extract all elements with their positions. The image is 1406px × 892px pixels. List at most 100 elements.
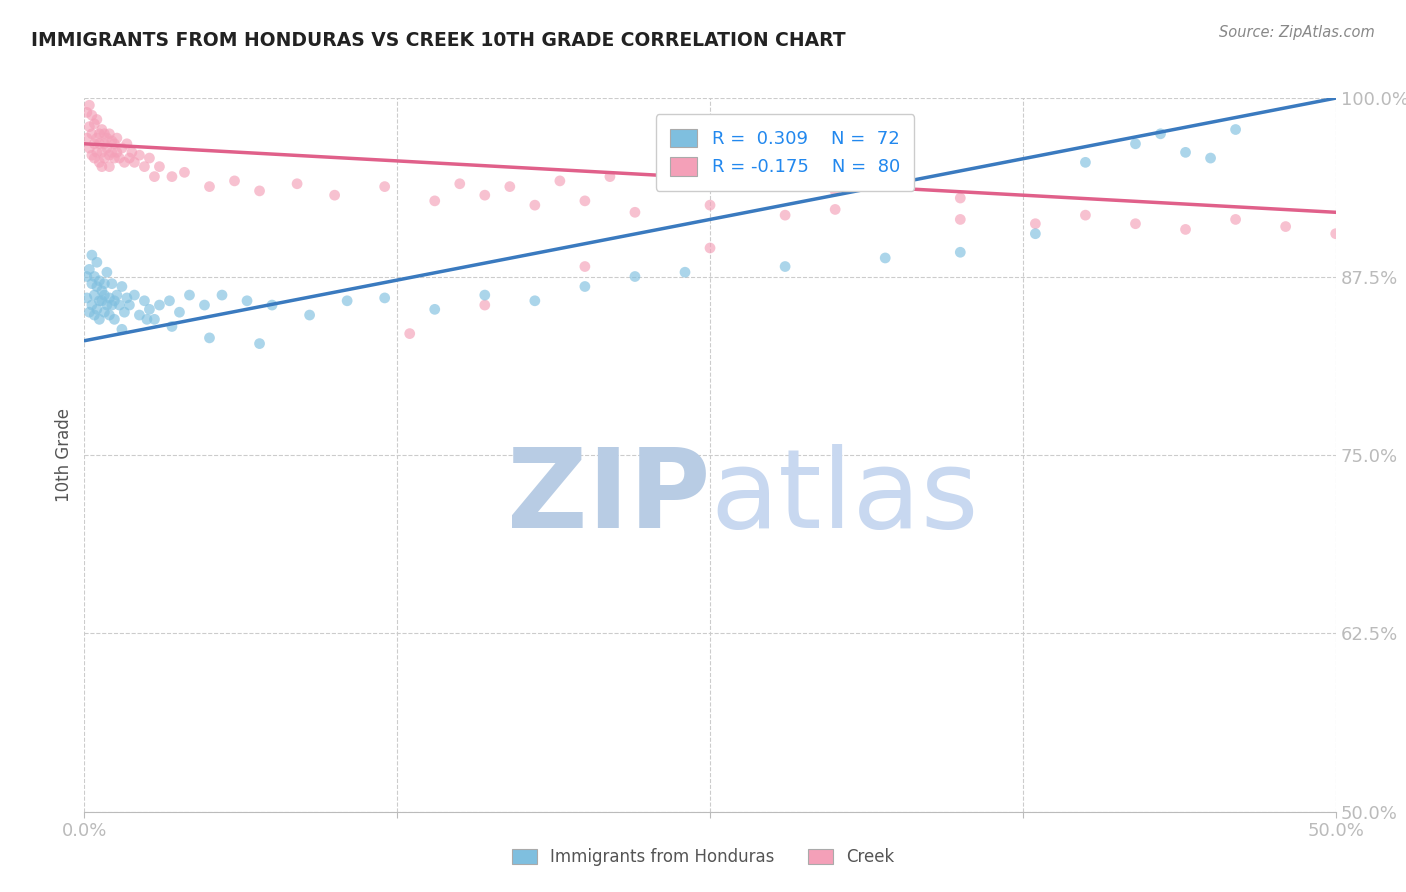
Point [103, 136, 125, 151]
Point [83, 288, 105, 302]
Point [128, 308, 150, 322]
Point [138, 302, 160, 317]
Point [105, 145, 128, 160]
Point [90, 160, 112, 174]
Point [83, 269, 105, 284]
Point [198, 331, 221, 345]
Point [93, 277, 115, 291]
Point [179, 288, 201, 302]
Point [103, 293, 125, 308]
Point [93, 136, 115, 151]
Point [80, 148, 103, 162]
Point [93, 127, 115, 141]
Point [143, 312, 166, 326]
Point [169, 305, 191, 319]
Point [115, 291, 138, 305]
Point [108, 151, 131, 165]
Point [1125, 136, 1147, 151]
Point [80, 127, 103, 141]
Point [773, 260, 796, 274]
Point [211, 288, 233, 302]
Point [148, 298, 170, 312]
Point [1074, 155, 1097, 169]
Point [80, 108, 103, 122]
Point [76, 269, 98, 284]
Point [699, 198, 721, 212]
Point [523, 198, 546, 212]
Point [523, 293, 546, 308]
Point [86, 279, 108, 293]
Point [673, 265, 696, 279]
Point [96, 265, 118, 279]
Point [118, 298, 141, 312]
Point [93, 288, 115, 302]
Point [111, 141, 134, 155]
Point [624, 269, 647, 284]
Y-axis label: 10th Grade: 10th Grade [55, 408, 73, 502]
Point [79, 98, 101, 112]
Point [323, 188, 346, 202]
Point [86, 131, 108, 145]
Point [76, 291, 98, 305]
Point [115, 136, 138, 151]
Point [949, 245, 972, 260]
Point [86, 255, 108, 269]
Point [90, 293, 112, 308]
Point [198, 179, 221, 194]
Point [96, 141, 118, 155]
Point [624, 205, 647, 219]
Point [474, 188, 496, 202]
Point [474, 288, 496, 302]
Point [1174, 145, 1197, 160]
Point [336, 293, 359, 308]
Point [76, 105, 98, 120]
Point [101, 145, 124, 160]
Point [599, 169, 621, 184]
Point [143, 169, 166, 184]
Point [1225, 122, 1247, 136]
Point [949, 212, 972, 227]
Point [138, 151, 160, 165]
Point [499, 179, 522, 194]
Point [79, 262, 101, 277]
Point [1274, 219, 1296, 234]
Point [875, 251, 897, 265]
Point [83, 308, 105, 322]
Point [80, 248, 103, 262]
Point [101, 298, 124, 312]
Point [96, 298, 118, 312]
Point [285, 177, 308, 191]
Point [262, 298, 284, 312]
Point [574, 279, 596, 293]
Point [86, 145, 108, 160]
Point [374, 179, 396, 194]
Point [89, 136, 111, 151]
Point [79, 120, 101, 134]
Point [1125, 217, 1147, 231]
Legend: R =  0.309    N =  72, R = -0.175    N =  80: R = 0.309 N = 72, R = -0.175 N = 80 [655, 114, 914, 191]
Point [118, 151, 141, 165]
Point [824, 202, 846, 217]
Point [96, 131, 118, 145]
Point [298, 308, 321, 322]
Point [134, 160, 156, 174]
Point [193, 298, 215, 312]
Point [236, 293, 259, 308]
Point [949, 191, 972, 205]
Point [548, 174, 571, 188]
Point [128, 148, 150, 162]
Point [111, 279, 134, 293]
Point [1324, 227, 1347, 241]
Point [449, 177, 471, 191]
Point [79, 141, 101, 155]
Point [83, 136, 105, 151]
Text: atlas: atlas [710, 444, 979, 551]
Point [159, 293, 181, 308]
Point [93, 305, 115, 319]
Point [105, 288, 128, 302]
Point [98, 291, 121, 305]
Point [249, 336, 271, 351]
Text: IMMIGRANTS FROM HONDURAS VS CREEK 10TH GRADE CORRELATION CHART: IMMIGRANTS FROM HONDURAS VS CREEK 10TH G… [31, 31, 845, 50]
Point [148, 160, 170, 174]
Point [112, 155, 135, 169]
